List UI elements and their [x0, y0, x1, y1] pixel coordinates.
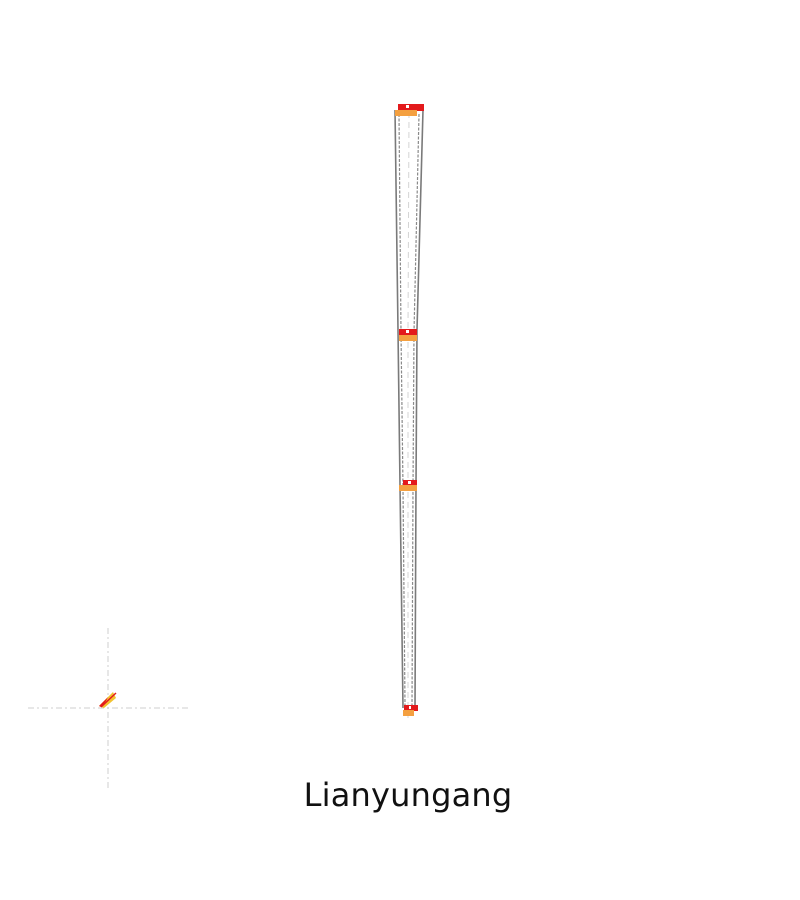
city-name-label: Lianyungang — [303, 776, 513, 814]
station-mid-lower — [399, 480, 417, 491]
corridor-centerline — [407, 111, 410, 722]
corridor-inner-right — [411, 113, 420, 706]
corridor-outline-right — [414, 109, 424, 709]
station-mid-upper — [399, 329, 417, 341]
north-arrow-icon — [99, 692, 117, 708]
corridor-north-south — [394, 109, 424, 722]
corridor-outline-left — [394, 109, 404, 709]
station-north — [395, 104, 424, 116]
crosshair — [28, 628, 188, 788]
station-south — [403, 705, 418, 716]
corridor-inner-left — [398, 113, 406, 706]
